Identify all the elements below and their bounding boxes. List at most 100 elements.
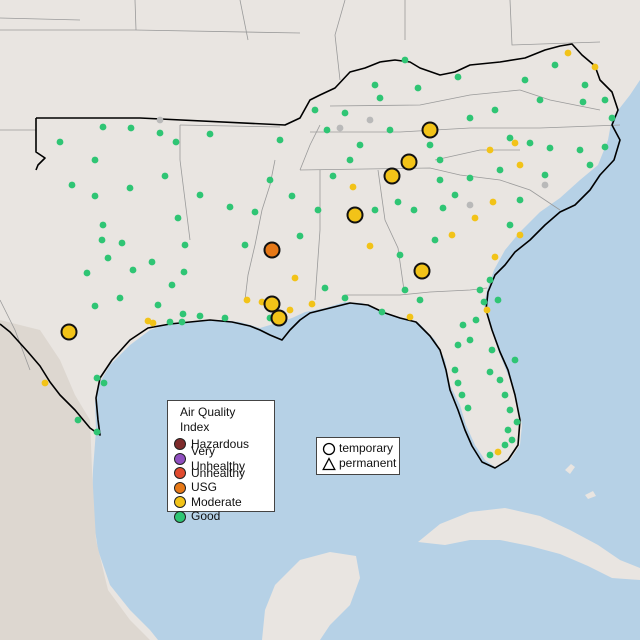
site-marker[interactable] (251, 208, 259, 216)
site-marker[interactable] (466, 201, 474, 209)
site-marker[interactable] (496, 166, 504, 174)
site-marker[interactable] (491, 106, 499, 114)
site-marker[interactable] (416, 296, 424, 304)
site-marker[interactable] (221, 314, 229, 322)
site-marker[interactable] (458, 391, 466, 399)
site-marker[interactable] (378, 308, 386, 316)
site-marker[interactable] (311, 106, 319, 114)
site-marker[interactable] (371, 81, 379, 89)
site-marker[interactable] (172, 138, 180, 146)
temporary-site-marker[interactable] (400, 153, 418, 171)
site-marker[interactable] (551, 61, 559, 69)
site-marker[interactable] (586, 161, 594, 169)
site-marker[interactable] (508, 436, 516, 444)
site-marker[interactable] (166, 318, 174, 326)
site-marker[interactable] (471, 214, 479, 222)
site-marker[interactable] (579, 98, 587, 106)
site-marker[interactable] (91, 192, 99, 200)
temporary-site-marker[interactable] (270, 309, 288, 327)
site-marker[interactable] (41, 379, 49, 387)
temporary-site-marker[interactable] (263, 295, 281, 313)
site-marker[interactable] (91, 302, 99, 310)
site-marker[interactable] (466, 336, 474, 344)
site-marker[interactable] (181, 241, 189, 249)
site-marker[interactable] (356, 141, 364, 149)
site-marker[interactable] (601, 96, 609, 104)
site-marker[interactable] (226, 203, 234, 211)
site-marker[interactable] (386, 126, 394, 134)
site-marker[interactable] (472, 316, 480, 324)
site-marker[interactable] (323, 126, 331, 134)
site-marker[interactable] (486, 451, 494, 459)
site-marker[interactable] (321, 284, 329, 292)
site-marker[interactable] (541, 181, 549, 189)
site-marker[interactable] (156, 129, 164, 137)
temporary-site-marker[interactable] (60, 323, 78, 341)
site-marker[interactable] (501, 391, 509, 399)
site-marker[interactable] (149, 319, 157, 327)
site-marker[interactable] (439, 204, 447, 212)
site-marker[interactable] (448, 231, 456, 239)
site-marker[interactable] (516, 231, 524, 239)
site-marker[interactable] (480, 298, 488, 306)
temporary-site-marker[interactable] (421, 121, 439, 139)
site-marker[interactable] (454, 73, 462, 81)
site-marker[interactable] (494, 296, 502, 304)
site-marker[interactable] (506, 406, 514, 414)
site-marker[interactable] (486, 276, 494, 284)
site-marker[interactable] (178, 318, 186, 326)
site-marker[interactable] (546, 144, 554, 152)
site-marker[interactable] (308, 300, 316, 308)
site-marker[interactable] (341, 109, 349, 117)
site-marker[interactable] (366, 242, 374, 250)
site-marker[interactable] (99, 123, 107, 131)
site-marker[interactable] (126, 184, 134, 192)
site-marker[interactable] (83, 269, 91, 277)
site-marker[interactable] (314, 206, 322, 214)
site-marker[interactable] (476, 286, 484, 294)
site-marker[interactable] (486, 368, 494, 376)
site-marker[interactable] (266, 176, 274, 184)
site-marker[interactable] (451, 366, 459, 374)
site-marker[interactable] (366, 116, 374, 124)
site-marker[interactable] (608, 114, 616, 122)
site-marker[interactable] (401, 56, 409, 64)
temporary-site-marker[interactable] (413, 262, 431, 280)
site-marker[interactable] (241, 241, 249, 249)
site-marker[interactable] (576, 146, 584, 154)
site-marker[interactable] (451, 191, 459, 199)
site-marker[interactable] (426, 141, 434, 149)
site-marker[interactable] (410, 206, 418, 214)
site-marker[interactable] (376, 94, 384, 102)
temporary-site-marker[interactable] (263, 241, 281, 259)
site-marker[interactable] (564, 49, 572, 57)
site-marker[interactable] (116, 294, 124, 302)
site-marker[interactable] (513, 418, 521, 426)
site-marker[interactable] (491, 253, 499, 261)
site-marker[interactable] (521, 76, 529, 84)
site-marker[interactable] (396, 251, 404, 259)
site-marker[interactable] (436, 156, 444, 164)
site-marker[interactable] (74, 416, 82, 424)
site-marker[interactable] (91, 156, 99, 164)
site-marker[interactable] (341, 294, 349, 302)
site-marker[interactable] (488, 346, 496, 354)
site-marker[interactable] (541, 171, 549, 179)
site-marker[interactable] (581, 81, 589, 89)
site-marker[interactable] (196, 312, 204, 320)
site-marker[interactable] (329, 172, 337, 180)
site-marker[interactable] (104, 254, 112, 262)
site-marker[interactable] (161, 172, 169, 180)
site-marker[interactable] (174, 214, 182, 222)
site-marker[interactable] (406, 313, 414, 321)
site-marker[interactable] (127, 124, 135, 132)
site-marker[interactable] (486, 146, 494, 154)
site-marker[interactable] (494, 448, 502, 456)
site-marker[interactable] (431, 236, 439, 244)
site-marker[interactable] (296, 232, 304, 240)
site-marker[interactable] (591, 63, 599, 71)
site-marker[interactable] (414, 84, 422, 92)
site-marker[interactable] (148, 258, 156, 266)
site-marker[interactable] (466, 174, 474, 182)
